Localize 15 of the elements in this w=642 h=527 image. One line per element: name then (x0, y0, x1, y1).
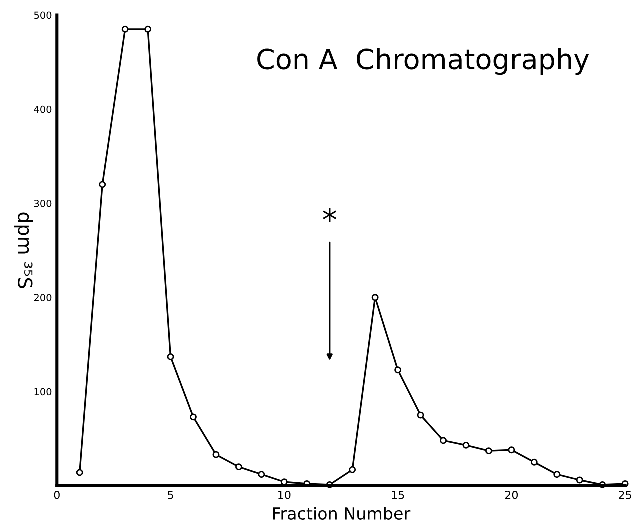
x-tick-label: 0 (54, 490, 60, 500)
y-tick-label: 500 (34, 12, 52, 20)
text: Con A Chromatography (258, 48, 590, 76)
y-tick-label: 200 (34, 294, 52, 302)
x-tick-label: 25 (619, 490, 632, 500)
x-axis-title: Fraction Number (273, 507, 411, 520)
y-tick-label: 100 (34, 388, 52, 396)
annotation: * (323, 208, 337, 222)
x-tick-label: 5 (168, 491, 174, 500)
x-tick-label: 20 (505, 490, 518, 500)
y-tick-label: 400 (34, 106, 52, 114)
x-tick-label: 15 (392, 491, 404, 500)
y-tick-label: 300 (34, 200, 52, 208)
x-tick-label: 10 (278, 490, 291, 500)
y-axis-title: dpm ³⁵S (14, 212, 34, 288)
